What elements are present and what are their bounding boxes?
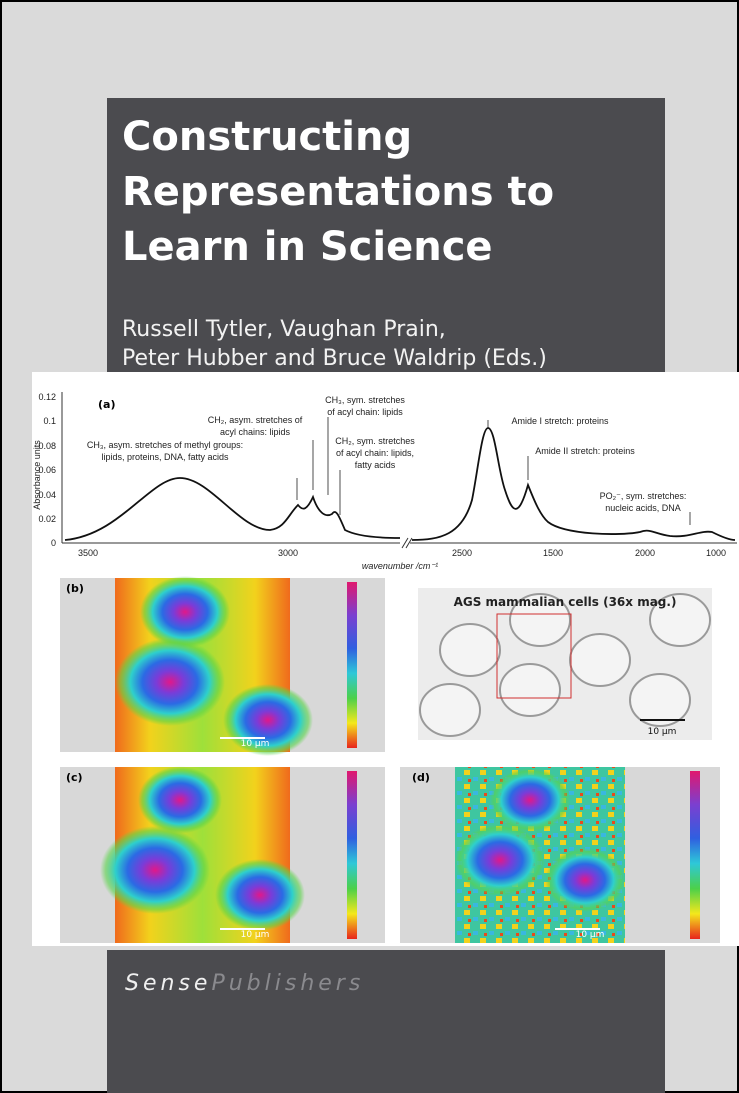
heatmap-blob bbox=[138, 766, 222, 833]
heatmap-blob bbox=[455, 824, 545, 896]
panel-label: (d) bbox=[412, 771, 430, 784]
heatmap-blob bbox=[115, 638, 225, 726]
author-line: Peter Hubber and Bruce Waldrip (Eds.) bbox=[122, 346, 547, 371]
y-tick-label: 0.1 bbox=[43, 416, 56, 426]
scale-label: 10 µm bbox=[241, 930, 270, 940]
panel-title: AGS mammalian cells (36x mag.) bbox=[454, 595, 677, 609]
x-tick-label: 1500 bbox=[543, 548, 563, 558]
colorbar bbox=[347, 582, 357, 748]
heatmap-blob bbox=[215, 859, 305, 931]
publisher-part: Sense bbox=[125, 971, 211, 996]
heatmap-blob bbox=[140, 576, 230, 648]
annotation: acyl chains: lipids bbox=[220, 427, 291, 437]
cell bbox=[630, 674, 690, 726]
x-axis-label: wavenumber /cm⁻¹ bbox=[362, 561, 438, 571]
cell bbox=[420, 684, 480, 736]
heatmap-blob bbox=[545, 848, 625, 912]
annotation: nucleic acids, DNA bbox=[605, 503, 681, 513]
y-tick-label: 0.06 bbox=[38, 465, 56, 475]
panel-label: (c) bbox=[66, 771, 83, 784]
panel-label: (a) bbox=[98, 398, 115, 411]
x-tick-label: 3000 bbox=[278, 548, 298, 558]
y-tick-label: 0.02 bbox=[38, 514, 56, 524]
y-tick-label: 0.08 bbox=[38, 441, 56, 451]
colorbar bbox=[690, 771, 700, 939]
y-tick-label: 0.12 bbox=[38, 392, 56, 402]
cell bbox=[440, 624, 500, 676]
annotation: Amide II stretch: proteins bbox=[535, 446, 635, 456]
title-line: Representations to bbox=[122, 169, 554, 215]
panel-label: (b) bbox=[66, 582, 84, 595]
annotation: of acyl chain: lipids, bbox=[336, 448, 414, 458]
scale-label: 10 µm bbox=[576, 930, 605, 940]
x-tick-label: 3500 bbox=[78, 548, 98, 558]
annotation: PO₂⁻, sym. stretches: bbox=[600, 491, 687, 501]
publisher-part: Publishers bbox=[211, 971, 364, 996]
annotation: lipids, proteins, DNA, fatty acids bbox=[101, 452, 229, 462]
scale-label: 10 µm bbox=[648, 727, 677, 737]
annotation: Amide I stretch: proteins bbox=[511, 416, 609, 426]
annotation: CH₂, asym. stretches of bbox=[208, 415, 303, 425]
cell bbox=[500, 664, 560, 716]
annotation: of acyl chain: lipids bbox=[327, 407, 403, 417]
cell bbox=[570, 634, 630, 686]
publisher: SensePublishers bbox=[125, 971, 364, 996]
title-line: Constructing bbox=[122, 114, 412, 160]
author-line: Russell Tytler, Vaughan Prain, bbox=[122, 317, 446, 342]
x-tick-label: 2000 bbox=[635, 548, 655, 558]
scale-label: 10 µm bbox=[241, 739, 270, 749]
book-cover: Constructing Representations to Learn in S… bbox=[0, 0, 739, 1093]
y-tick-label: 0 bbox=[51, 538, 56, 548]
annotation: CH₃, asym. stretches of methyl groups: bbox=[87, 440, 243, 450]
heatmap-blob bbox=[100, 826, 210, 914]
heatmap-blob bbox=[490, 768, 570, 832]
annotation: fatty acids bbox=[355, 460, 396, 470]
annotation: CH₃, sym. stretches bbox=[325, 395, 405, 405]
title-line: Learn in Science bbox=[122, 224, 493, 270]
x-tick-label: 1000 bbox=[706, 548, 726, 558]
annotation: CH₂, sym. stretches bbox=[335, 436, 415, 446]
y-tick-label: 0.04 bbox=[38, 490, 56, 500]
colorbar bbox=[347, 771, 357, 939]
x-tick-label: 2500 bbox=[452, 548, 472, 558]
